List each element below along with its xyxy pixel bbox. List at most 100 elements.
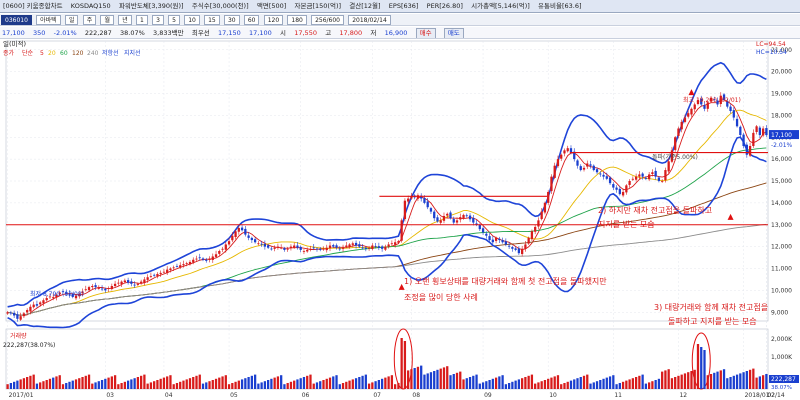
candle-body: [468, 215, 472, 220]
volume-bar: [153, 381, 156, 389]
candle-body: [146, 277, 149, 280]
note2-line2: 지지를 받는 모습: [598, 219, 655, 229]
candle-body: [293, 245, 296, 248]
ma-legend-240: 240: [87, 50, 99, 57]
volume-bar: [403, 341, 407, 389]
candle-body: [110, 286, 113, 290]
candle-body: [55, 294, 58, 298]
period-button-15[interactable]: 15: [204, 15, 220, 25]
period-button-1[interactable]: 1: [136, 15, 148, 25]
x-tick-label: 09: [484, 392, 492, 399]
volume-bar: [169, 375, 172, 389]
volume-bar: [309, 374, 312, 389]
period-button-60[interactable]: 60: [243, 15, 260, 25]
candle-body: [547, 191, 550, 203]
note2-line1: 2) 하지만 재차 전고점을 돌파하고: [598, 205, 712, 215]
period-button-5[interactable]: 5: [168, 15, 180, 25]
volume-bar: [410, 369, 413, 389]
candle-body: [556, 159, 560, 167]
candle-body: [755, 126, 758, 132]
candle-body: [752, 132, 755, 146]
candle-body: [179, 265, 182, 268]
candle-body: [126, 280, 130, 283]
period-button-3[interactable]: 3: [152, 15, 164, 25]
period-button-week[interactable]: 주: [82, 15, 97, 25]
volume-bar: [91, 383, 94, 389]
note1-line1: 1) 오랜 횡보상태를 대량거래와 함께 첫 전고점을 돌파했지만: [404, 276, 607, 286]
volume-bar: [48, 378, 52, 389]
stock-code-input[interactable]: 036010: [1, 15, 32, 25]
volume-bar: [188, 378, 192, 389]
candle-body: [514, 248, 517, 250]
period-button-10[interactable]: 10: [184, 15, 200, 25]
volume-bar: [703, 350, 706, 389]
volume-bar: [625, 380, 628, 389]
candle-body: [449, 212, 452, 219]
volume-bar: [527, 375, 530, 389]
volume-bar: [267, 380, 270, 389]
volume-bar: [374, 381, 377, 389]
volume-bar: [446, 366, 449, 389]
volume-bar: [140, 375, 143, 389]
resistance-legend: 저항선: [102, 49, 119, 57]
ma-line-240: [7, 223, 767, 316]
volume-bar: [42, 381, 45, 389]
candle-body: [534, 226, 537, 232]
quote-change-rate: -2.01%: [53, 29, 77, 37]
candle-body: [328, 245, 332, 249]
candle-body: [374, 245, 377, 247]
period-toolbar: 036010 아바텍 일 주 월 년 1 3 5 10 15 30 60 120…: [0, 14, 800, 26]
volume-bar: [179, 381, 182, 389]
candle-body: [39, 302, 42, 305]
period-button-day[interactable]: 일: [64, 15, 79, 25]
volume-bar: [735, 374, 739, 389]
candle-body: [345, 245, 348, 247]
candle-body: [742, 134, 745, 146]
quote-high-label: 고: [325, 29, 332, 37]
period-button-year[interactable]: 년: [118, 15, 132, 25]
title-part: 자본금[150(억)]: [294, 2, 342, 10]
candle-body: [501, 240, 504, 243]
spike-ellipse: [393, 328, 413, 390]
volume-bar: [289, 381, 293, 389]
volume-bar: [182, 380, 185, 389]
volume-bar: [488, 380, 491, 389]
stock-chart[interactable]: 9,000 10,000 11,000 12,000 13,000 14,000 15,00…: [0, 39, 800, 400]
volume-bar: [100, 380, 104, 389]
current-volume-label: 222,287: [771, 376, 796, 383]
x-tick-label: 12: [679, 392, 687, 399]
sell-button[interactable]: 매도: [443, 28, 464, 38]
title-part: 액면[500]: [256, 2, 287, 10]
candle-body: [175, 266, 179, 267]
candle-body: [387, 244, 390, 247]
current-price-box: [769, 130, 799, 140]
candle-body: [612, 184, 615, 188]
candle-body: [397, 241, 400, 243]
candle-body: [283, 248, 286, 250]
candle-body: [657, 177, 661, 181]
date-field[interactable]: 2018/02/14: [348, 15, 391, 25]
x-tick-label: 2018/01: [745, 392, 770, 399]
volume-bar: [322, 380, 325, 389]
candle-body: [332, 245, 335, 247]
period-button-30[interactable]: 30: [223, 15, 240, 25]
volume-bar: [761, 375, 765, 389]
period-button-180[interactable]: 180: [287, 15, 307, 25]
candle-body: [273, 247, 276, 249]
volume-bar: [130, 379, 133, 389]
period-button-120[interactable]: 120: [263, 15, 284, 25]
volume-bar: [657, 378, 661, 389]
ma-legend-60: 60: [60, 50, 68, 57]
volume-bar: [416, 366, 420, 389]
stock-name-field[interactable]: 아바텍: [36, 15, 61, 25]
candle-body: [407, 198, 410, 202]
y-tick-label: 14,000: [771, 200, 792, 207]
volume-bar: [293, 380, 296, 389]
period-button-month[interactable]: 월: [100, 15, 114, 25]
buy-button[interactable]: 매수: [415, 28, 436, 38]
count-field[interactable]: 256/600: [311, 15, 344, 25]
candle-body: [433, 211, 436, 219]
volume-bar: [156, 380, 159, 389]
current-price-label: 17,100: [771, 132, 792, 139]
candle-body: [429, 208, 433, 212]
